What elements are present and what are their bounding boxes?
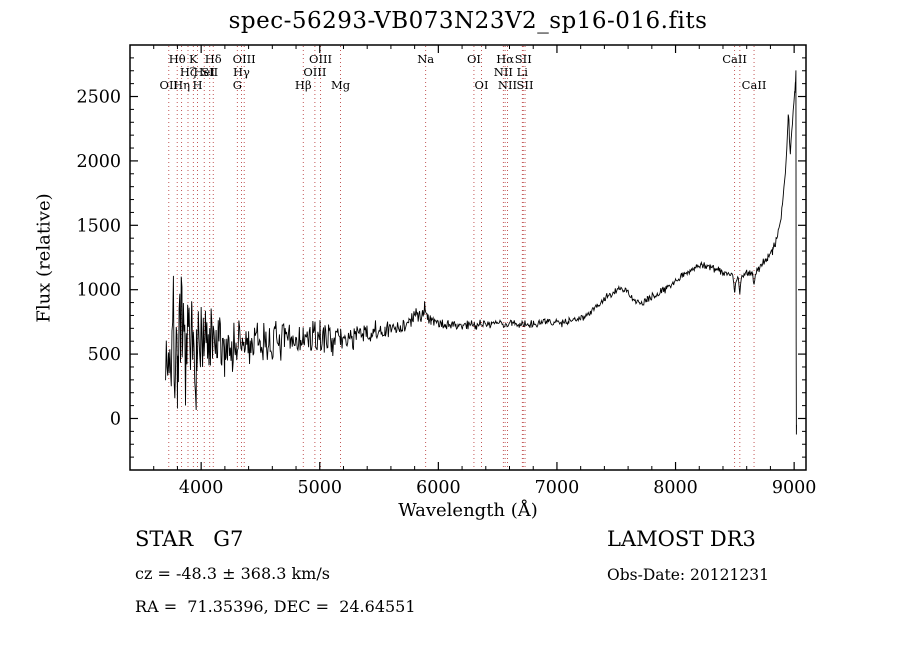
plot-frame: [129, 44, 807, 471]
y-tick-label: 1500: [76, 216, 121, 236]
spectral-line-label: Hδ: [205, 52, 222, 66]
obs-date: Obs-Date: 20121231: [607, 566, 769, 584]
cz-value: cz = -48.3 ± 368.3 km/s: [135, 564, 330, 583]
spectral-line-label: Mg: [331, 78, 351, 92]
spectral-line-label: Hγ: [233, 65, 250, 79]
spectral-line-label: Hα: [496, 52, 514, 66]
spectral-line-label: Hζ: [180, 65, 196, 79]
y-tick-label: 500: [88, 345, 121, 365]
object-class-label: STAR G7: [135, 527, 244, 551]
x-axis-label: Wavelength (Å): [398, 500, 538, 521]
spectral-line-label: HeI: [194, 65, 215, 79]
spectral-line-label: Hθ: [169, 52, 186, 66]
y-tick-label: 2000: [76, 152, 121, 172]
ra-dec-value: RA = 71.35396, DEC = 24.64551: [135, 597, 416, 616]
spectral-line-label: H: [192, 78, 202, 92]
spectral-line-label: CaII: [742, 78, 767, 92]
y-tick-label: 0: [110, 409, 121, 429]
spectral-line-label: OIII: [303, 65, 326, 79]
spectral-line-label: Hη: [173, 78, 190, 92]
spectral-line-label: SII: [201, 65, 218, 79]
spectral-line-label: CaII: [722, 52, 747, 66]
spectrum-trace: [165, 70, 797, 435]
x-tick-label: 4000: [179, 478, 224, 498]
spectral-line-label: OIII: [233, 52, 256, 66]
spectral-line-label: OII: [160, 78, 179, 92]
x-tick-label: 9000: [772, 478, 817, 498]
plot-title: spec-56293-VB073N23V2_sp16-016.fits: [228, 8, 708, 34]
spectral-line-label: SII: [515, 52, 532, 66]
spectral-line-label: NII: [494, 65, 513, 79]
y-tick-label: 2500: [76, 88, 121, 108]
spectral-line-label: K: [189, 52, 198, 66]
x-tick-label: 8000: [653, 478, 698, 498]
spectral-line-label: OIII: [309, 52, 332, 66]
spectral-line-label: Na: [417, 52, 434, 66]
spectral-line-label: NII: [498, 78, 517, 92]
survey-label: LAMOST DR3: [607, 527, 756, 551]
spectral-line-label: Li: [517, 65, 529, 79]
spectral-line-label: OI: [467, 52, 481, 66]
spectral-line-label: OI: [475, 78, 489, 92]
x-tick-label: 5000: [297, 478, 342, 498]
y-tick-label: 1000: [76, 281, 121, 301]
spectral-line-label: SII: [517, 78, 534, 92]
x-tick-label: 6000: [416, 478, 461, 498]
y-axis-label: Flux (relative): [33, 193, 55, 323]
spectral-line-label: G: [233, 78, 242, 92]
spectral-line-label: Hβ: [295, 78, 312, 92]
x-tick-label: 7000: [535, 478, 580, 498]
